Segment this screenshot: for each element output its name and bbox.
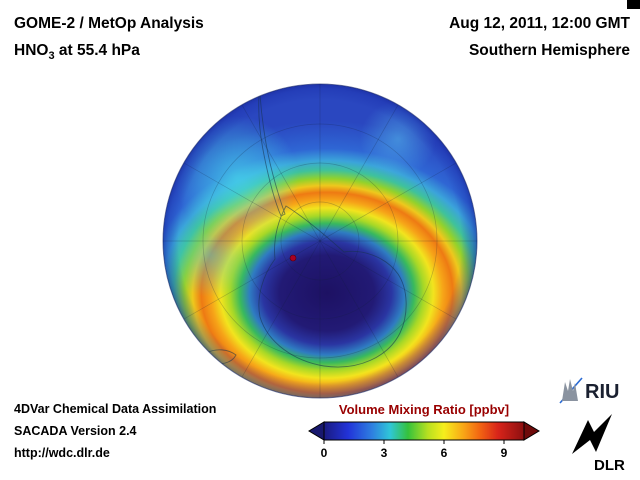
graticule bbox=[163, 84, 477, 398]
colorbar-tick-marks bbox=[323, 440, 505, 444]
cathedral-icon bbox=[562, 379, 578, 401]
colorbar-tick-label-6: 6 bbox=[441, 446, 448, 460]
colorbar-block: Volume Mixing Ratio [ppbv] bbox=[308, 402, 540, 460]
version-label: SACADA Version 2.4 bbox=[14, 424, 137, 438]
riu-logo-text: RIU bbox=[585, 381, 619, 403]
species-subscript: 3 bbox=[48, 50, 55, 63]
riu-logo: RIU bbox=[558, 376, 634, 404]
colorbar-tick-label-0: 0 bbox=[321, 446, 328, 460]
dlr-logo-graphic: DLR bbox=[572, 414, 625, 474]
corner-mark bbox=[627, 0, 640, 9]
header-right: Aug 12, 2011, 12:00 GMT Southern Hemisph… bbox=[449, 10, 630, 64]
dlr-emblem-icon bbox=[572, 414, 612, 454]
species-level-label: HNO3 at 55.4 hPa bbox=[14, 37, 204, 70]
header-left: GOME-2 / MetOp Analysis HNO3 at 55.4 hPa bbox=[14, 10, 204, 70]
species-name: HNO bbox=[14, 42, 49, 59]
riu-logo-graphic: RIU bbox=[559, 377, 619, 404]
pressure-level: at 55.4 hPa bbox=[54, 42, 140, 59]
website-url: http://wdc.dlr.de bbox=[14, 446, 110, 460]
footer-credits: 4DVar Chemical Data Assimilation SACADA … bbox=[14, 398, 216, 464]
colorbar-right-arrow bbox=[523, 421, 540, 441]
colorbar: 0 3 6 9 bbox=[308, 421, 540, 460]
figure-title: GOME-2 / MetOp Analysis bbox=[14, 15, 204, 32]
colorbar-tick-label-3: 3 bbox=[381, 446, 388, 460]
globe-map bbox=[162, 83, 478, 399]
station-marker-dot bbox=[289, 254, 297, 262]
dlr-logo: DLR bbox=[566, 408, 630, 474]
assimilation-label: 4DVar Chemical Data Assimilation bbox=[14, 402, 217, 416]
hemisphere-plot bbox=[162, 83, 478, 399]
rim-shading bbox=[163, 84, 477, 398]
coastline-south-america bbox=[258, 94, 286, 217]
dlr-logo-text: DLR bbox=[594, 457, 625, 474]
hemisphere-label: Southern Hemisphere bbox=[468, 42, 630, 59]
colorbar-tick-label-9: 9 bbox=[501, 446, 508, 460]
coastline-antarctica bbox=[258, 205, 407, 368]
colorbar-gradient-bar bbox=[323, 421, 525, 441]
datetime-label: Aug 12, 2011, 12:00 GMT bbox=[449, 15, 630, 32]
colorbar-title: Volume Mixing Ratio [ppbv] bbox=[338, 402, 510, 417]
colorbar-left-arrow bbox=[308, 421, 325, 441]
globe-outline bbox=[162, 83, 478, 399]
